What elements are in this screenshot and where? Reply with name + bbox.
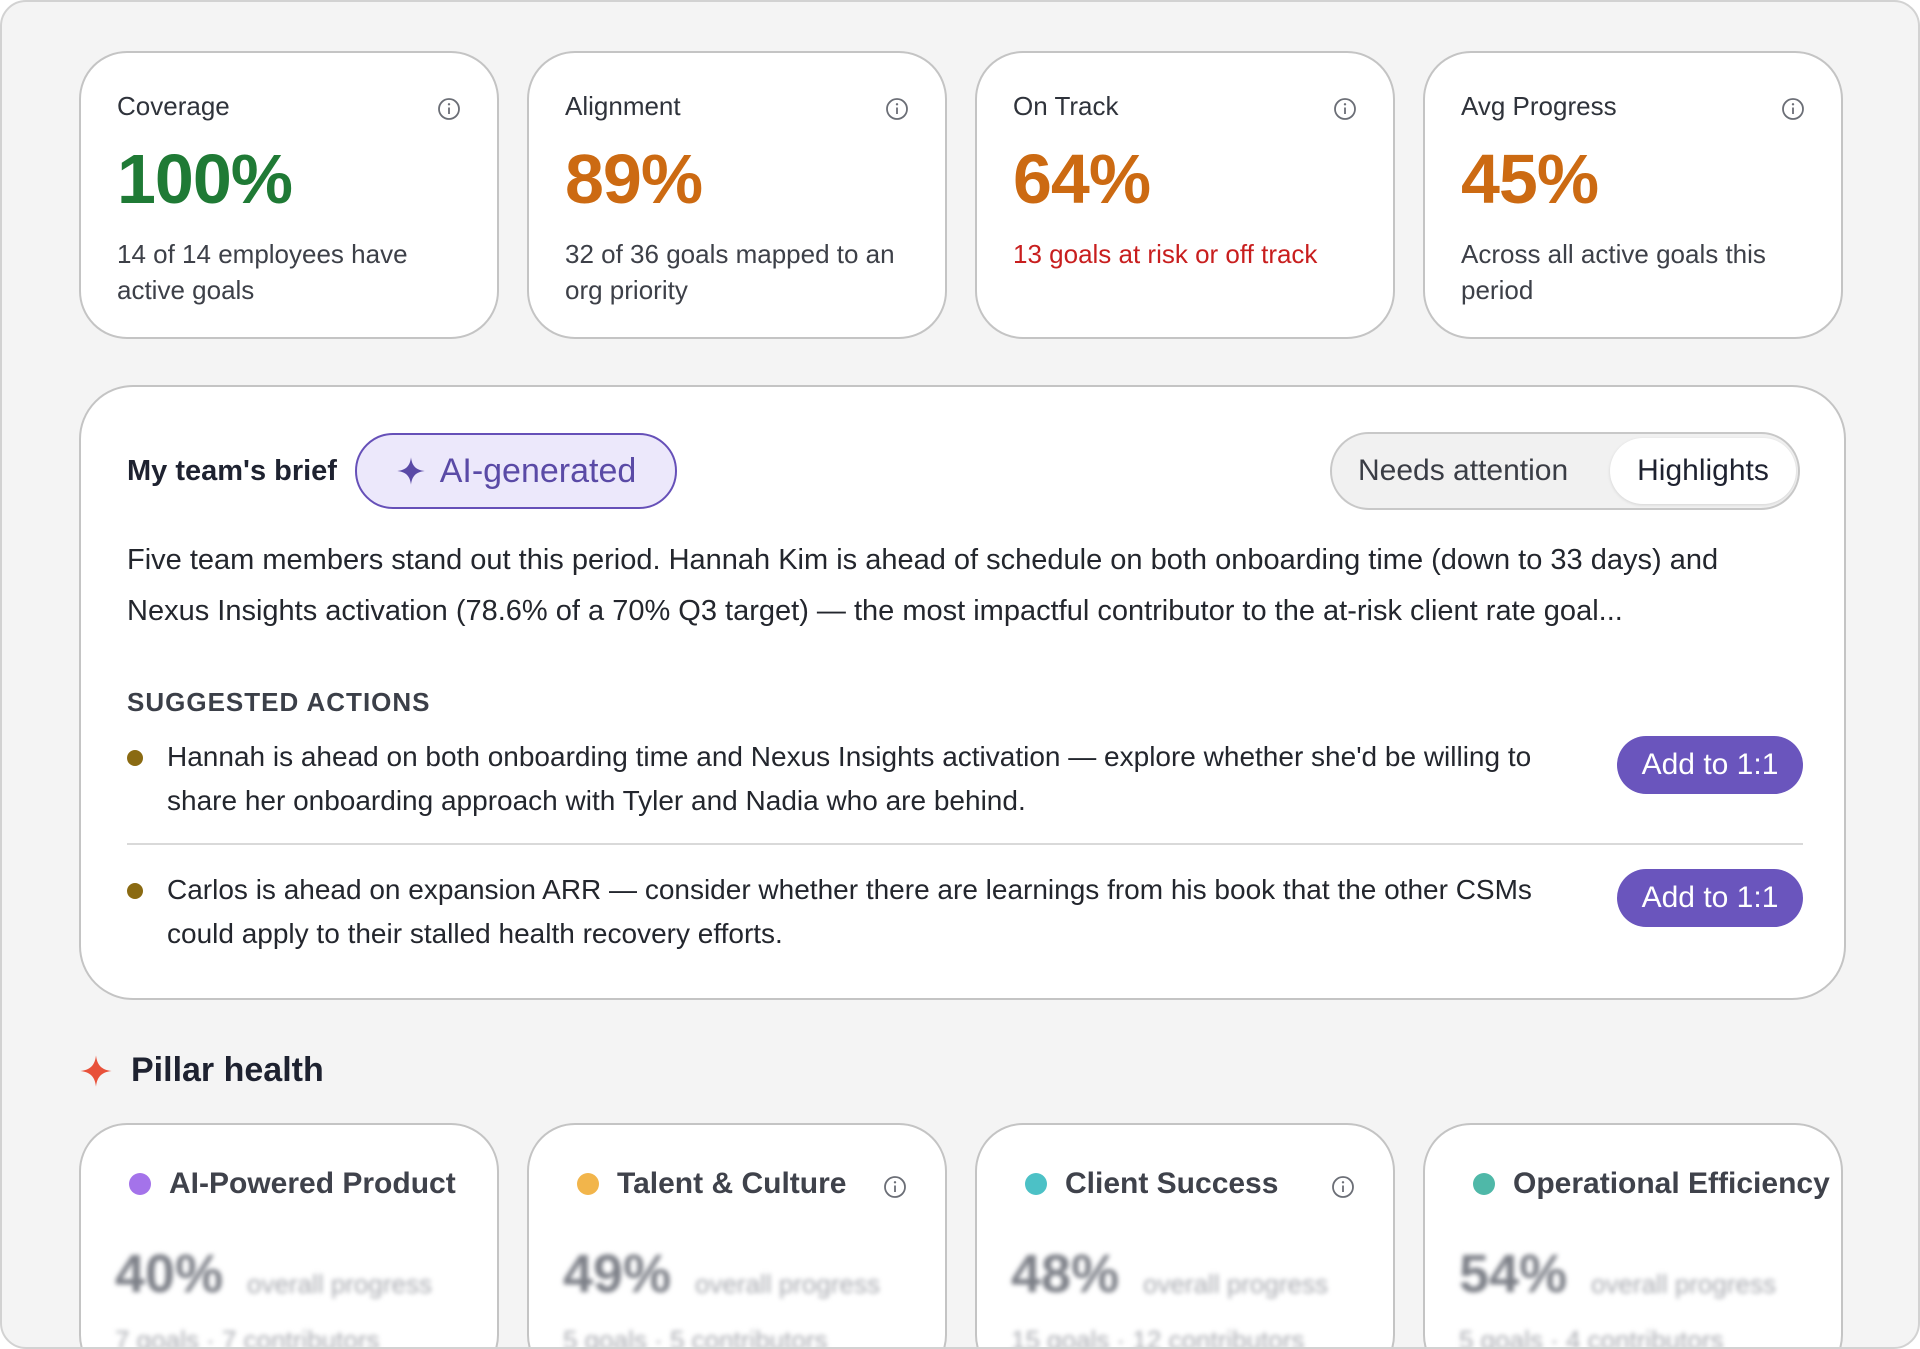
metric-card-on-track: On Track 64% 13 goals at risk or off tra… xyxy=(975,51,1395,339)
metric-card-avg-progress: Avg Progress 45% Across all active goals… xyxy=(1423,51,1843,339)
bullet-dot xyxy=(127,883,143,899)
pillar-health-heading: Pillar health xyxy=(79,1051,324,1090)
pillar-color-dot xyxy=(129,1173,151,1195)
metric-card-coverage: Coverage 100% 14 of 14 employees have ac… xyxy=(79,51,499,339)
action-text: Carlos is ahead on expansion ARR — consi… xyxy=(167,874,1532,949)
metric-value: 64% xyxy=(1013,140,1151,218)
metric-title: Avg Progress xyxy=(1461,91,1617,121)
brief-title: My team's brief xyxy=(127,455,337,487)
pillar-color-dot xyxy=(1025,1173,1047,1195)
toggle-needs-attention[interactable]: Needs attention xyxy=(1358,454,1569,487)
pillar-card-ai-powered-product[interactable]: AI-Powered Product 40% overall progress … xyxy=(79,1123,499,1349)
metric-title: Coverage xyxy=(117,91,230,121)
pillar-meta: 5 goals · 4 contributors xyxy=(1459,1325,1724,1349)
ai-badge-label: AI-generated xyxy=(439,451,637,490)
divider xyxy=(127,843,1803,845)
info-icon[interactable] xyxy=(437,97,461,121)
goal-count: 7 goals xyxy=(115,1325,199,1349)
pillar-progress-label: overall progress xyxy=(695,1269,880,1299)
pillar-meta: 7 goals · 7 contributors xyxy=(115,1325,380,1349)
brief-summary: Five team members stand out this period.… xyxy=(127,544,1719,627)
toggle-highlights[interactable]: Highlights xyxy=(1610,438,1796,504)
pillar-meta: 15 goals · 12 contributors xyxy=(1011,1325,1305,1349)
info-icon[interactable] xyxy=(1333,97,1357,121)
section-title: Pillar health xyxy=(131,1051,324,1089)
contributor-count: 4 contributors xyxy=(1565,1325,1724,1349)
bullet-dot xyxy=(127,750,143,766)
pillar-color-dot xyxy=(1473,1173,1495,1195)
pillar-name: Operational Efficiency xyxy=(1473,1167,1830,1201)
pillar-progress: 40% xyxy=(115,1244,224,1304)
goal-count: 5 goals xyxy=(563,1325,647,1349)
sparkle-icon xyxy=(396,457,425,485)
metric-value: 89% xyxy=(565,140,703,218)
pillar-name: AI-Powered Product xyxy=(129,1167,456,1201)
contributor-count: 5 contributors xyxy=(669,1325,828,1349)
ai-generated-badge: AI-generated xyxy=(355,433,677,509)
metric-card-alignment: Alignment 89% 32 of 36 goals mapped to a… xyxy=(527,51,947,339)
pillar-progress-label: overall progress xyxy=(1143,1269,1328,1299)
pillar-card-operational-efficiency[interactable]: Operational Efficiency 54% overall progr… xyxy=(1423,1123,1843,1349)
action-text: Hannah is ahead on both onboarding time … xyxy=(167,741,1532,816)
pillar-progress-label: overall progress xyxy=(247,1269,432,1299)
pillar-cards: AI-Powered Product 40% overall progress … xyxy=(79,1123,1843,1349)
pillar-label: AI-Powered Product xyxy=(169,1167,456,1200)
metric-value: 45% xyxy=(1461,140,1599,218)
team-brief-card: My team's brief AI-generated Needs atten… xyxy=(79,385,1846,1000)
pillar-progress: 54% xyxy=(1459,1244,1568,1304)
pillar-label: Client Success xyxy=(1065,1167,1279,1200)
brief-view-toggle: Needs attention Highlights xyxy=(1330,432,1800,510)
pillar-label: Talent & Culture xyxy=(617,1167,847,1200)
suggested-actions-label: SUGGESTED ACTIONS xyxy=(127,687,431,717)
metric-description: 32 of 36 goals mapped to an org priority xyxy=(565,239,895,305)
info-icon[interactable] xyxy=(1331,1175,1355,1199)
pillar-progress: 48% xyxy=(1011,1244,1120,1304)
add-to-1on1-button[interactable]: Add to 1:1 xyxy=(1617,736,1803,794)
contributor-count: 7 contributors xyxy=(221,1325,380,1349)
pillar-name: Talent & Culture xyxy=(577,1167,846,1201)
info-icon[interactable] xyxy=(883,1175,907,1199)
metric-description: 13 goals at risk or off track xyxy=(1013,239,1318,269)
pillar-card-client-success[interactable]: Client Success 48% overall progress 15 g… xyxy=(975,1123,1395,1349)
metric-title: Alignment xyxy=(565,91,681,121)
pillar-color-dot xyxy=(577,1173,599,1195)
metric-description: 14 of 14 employees have active goals xyxy=(117,239,408,305)
pillar-progress: 49% xyxy=(563,1244,672,1304)
info-icon[interactable] xyxy=(885,97,909,121)
metric-value: 100% xyxy=(117,140,293,218)
contributor-count: 12 contributors xyxy=(1132,1325,1305,1349)
pillar-progress-label: overall progress xyxy=(1591,1269,1776,1299)
metric-cards: Coverage 100% 14 of 14 employees have ac… xyxy=(79,51,1843,339)
pillar-label: Operational Efficiency xyxy=(1513,1167,1830,1200)
goal-count: 5 goals xyxy=(1459,1325,1543,1349)
info-icon[interactable] xyxy=(1781,97,1805,121)
pillar-card-talent-culture[interactable]: Talent & Culture 49% overall progress 5 … xyxy=(527,1123,947,1349)
goal-count: 15 goals xyxy=(1011,1325,1110,1349)
add-to-1on1-button[interactable]: Add to 1:1 xyxy=(1617,869,1803,927)
metric-title: On Track xyxy=(1013,91,1119,121)
pillar-meta: 5 goals · 5 contributors xyxy=(563,1325,828,1349)
pillar-name: Client Success xyxy=(1025,1167,1278,1201)
metric-description: Across all active goals this period xyxy=(1461,239,1766,305)
sparkle-icon xyxy=(80,1054,112,1087)
